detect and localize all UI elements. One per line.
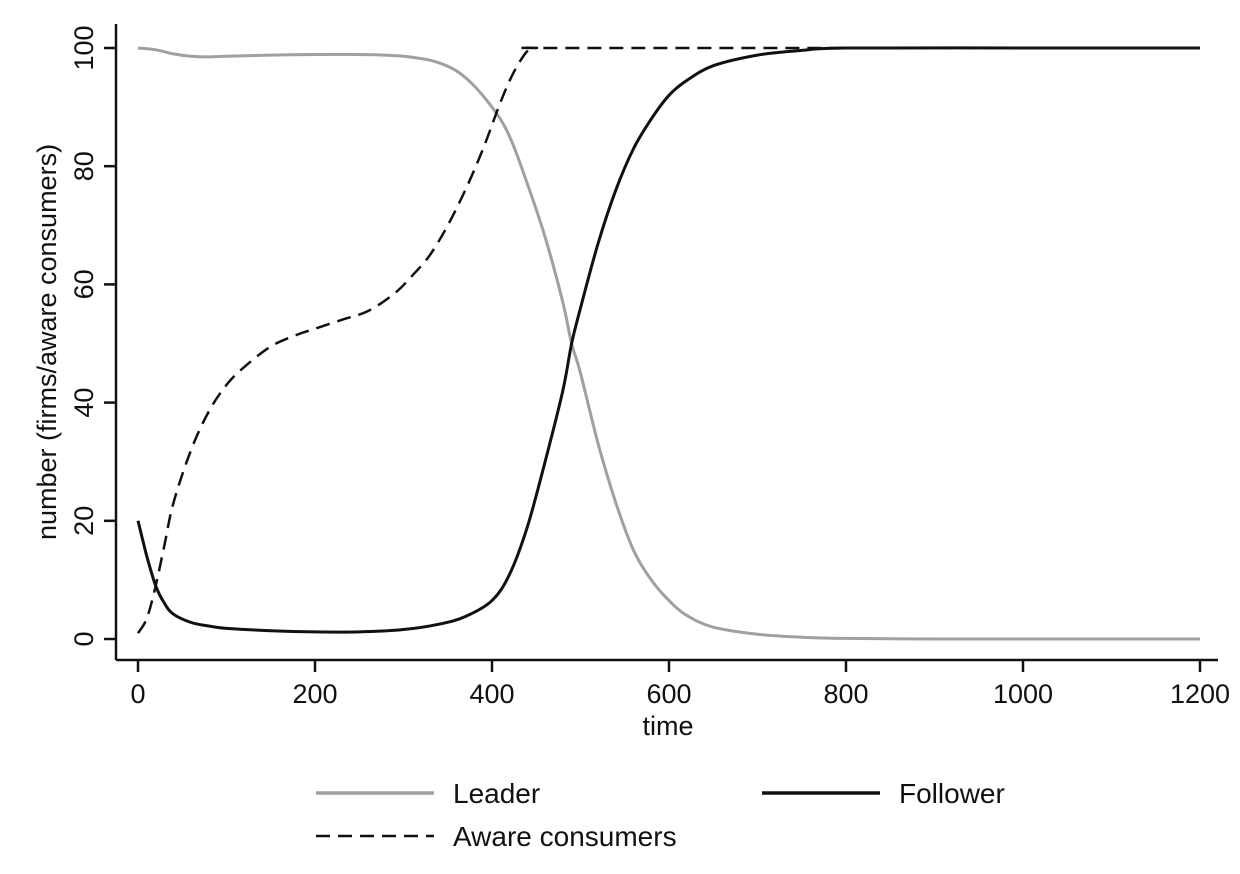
y-tick-label: 80 (69, 151, 99, 181)
x-ticks: 0 200 400 600 800 1000 1200 (130, 660, 1230, 709)
x-tick-label: 600 (646, 679, 691, 709)
x-tick-label: 1000 (993, 679, 1053, 709)
legend: Leader Follower Aware consumers (316, 778, 1005, 852)
x-tick-label: 400 (469, 679, 514, 709)
y-tick-label: 40 (69, 388, 99, 418)
y-tick-label: 100 (69, 25, 99, 70)
y-axis-title: number (firms/aware consumers) (32, 144, 62, 540)
y-tick-label: 20 (69, 506, 99, 536)
axes: 0 20 40 60 80 100 0 200 400 600 800 1000 1200 (69, 24, 1230, 709)
y-ticks: 0 20 40 60 80 100 (69, 25, 116, 647)
y-tick-label: 60 (69, 269, 99, 299)
x-tick-label: 200 (292, 679, 337, 709)
legend-label-follower: Follower (899, 778, 1005, 809)
x-tick-label: 800 (823, 679, 868, 709)
series-line-follower (136, 46, 1200, 634)
x-tick-label: 0 (130, 679, 145, 709)
x-tick-label: 1200 (1170, 679, 1230, 709)
series-line-aware-consumers (136, 46, 1200, 634)
legend-label-aware-consumers: Aware consumers (453, 821, 677, 852)
y-tick-label: 0 (69, 631, 99, 646)
x-axis-title: time (642, 711, 693, 741)
legend-label-leader: Leader (453, 778, 540, 809)
series-line-leader (137, 46, 1200, 641)
plot-lines (136, 46, 1200, 641)
